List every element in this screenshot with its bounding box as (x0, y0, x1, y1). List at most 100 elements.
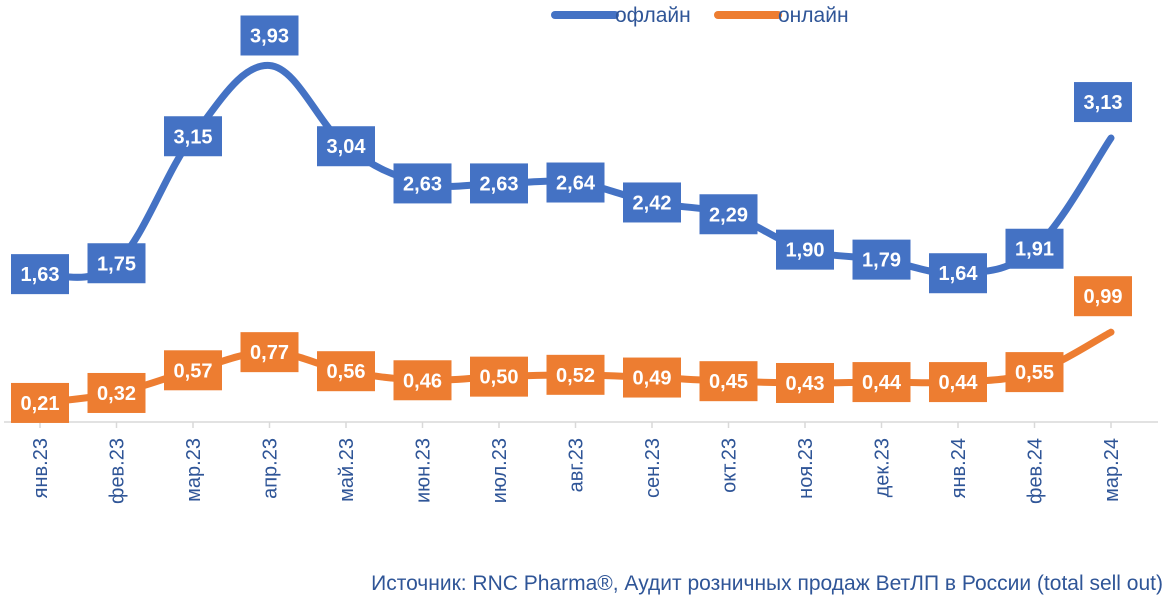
x-tick-label: окт.23 (719, 438, 741, 493)
data-label-box (776, 362, 834, 403)
data-labels: 1,63 1,75 3,15 3,93 3,04 2,63 2,63 2,64 2,42 2,29… (11, 15, 1132, 423)
data-label: 0,56 (317, 351, 375, 392)
data-label-box (164, 350, 222, 391)
data-label-box (852, 362, 911, 403)
data-label-text: 0,57 (174, 360, 213, 382)
data-label: 2,64 (546, 162, 605, 203)
data-label-box (546, 354, 605, 395)
data-label-text: 0,50 (480, 367, 519, 389)
data-label-box (1074, 276, 1132, 317)
data-label-box (11, 254, 69, 295)
data-label-text: 0,43 (786, 373, 825, 395)
data-label: 1,64 (929, 253, 987, 294)
x-tick-label: мар.23 (183, 438, 205, 502)
x-tick-label: фев.24 (1025, 438, 1047, 504)
data-label-text: 0,77 (250, 342, 289, 364)
data-label-text: 2,29 (709, 204, 748, 226)
x-tick-label: июл.23 (489, 438, 511, 503)
data-label: 1,90 (776, 229, 834, 270)
legend: офлайн онлайн (551, 4, 849, 27)
data-label: 0,57 (164, 350, 222, 391)
x-axis: янв.23 фев.23 мар.23 апр.23 май.23 июн.23 июл.… (4, 421, 1158, 504)
data-label-box (87, 243, 146, 284)
legend-label: онлайн (778, 4, 849, 27)
data-label-text: 1,91 (1015, 239, 1054, 261)
x-tick-label: июн.23 (413, 438, 435, 503)
data-label: 3,15 (164, 116, 222, 157)
data-label: 0,52 (546, 354, 605, 395)
data-label-box (240, 15, 299, 56)
x-tick-label: ноя.23 (795, 438, 817, 499)
data-label-text: 2,64 (556, 173, 596, 195)
data-label-box (317, 126, 375, 167)
data-label-text: 0,32 (97, 383, 136, 405)
data-label-box (164, 116, 222, 157)
data-label: 0,46 (393, 360, 452, 401)
data-label-box (317, 351, 375, 392)
data-label-text: 3,15 (174, 126, 213, 148)
data-label-box (699, 361, 758, 402)
data-label-text: 3,93 (250, 25, 289, 47)
data-label: 1,91 (1005, 228, 1064, 269)
legend-item-offline: офлайн (551, 4, 691, 27)
data-label: 3,93 (240, 15, 299, 56)
data-label-text: 0,56 (327, 361, 366, 383)
data-label-text: 0,52 (556, 365, 595, 387)
data-label: 1,79 (852, 239, 911, 280)
legend-item-online: онлайн (714, 4, 849, 27)
x-tick-label: мар.24 (1101, 438, 1123, 502)
data-label: 3,13 (1074, 82, 1132, 123)
x-tick-label: апр.23 (260, 438, 282, 499)
data-label-box (546, 162, 605, 203)
data-label-text: 0,55 (1015, 362, 1054, 384)
data-label-box (470, 163, 528, 204)
data-label: 1,63 (11, 254, 69, 295)
data-label: 2,63 (470, 163, 528, 204)
data-label-box (929, 253, 987, 294)
data-label-box (470, 356, 528, 397)
x-tick-label: дек.23 (872, 438, 894, 497)
data-label-text: 0,44 (862, 372, 902, 394)
legend-label: офлайн (615, 4, 691, 27)
data-label-box (699, 194, 758, 235)
data-label-text: 0,45 (709, 371, 748, 393)
data-label: 0,44 (929, 362, 987, 403)
data-label-box (776, 229, 834, 270)
data-label-text: 1,75 (97, 253, 136, 275)
data-label-box (1074, 82, 1132, 123)
data-label: 0,21 (11, 382, 69, 423)
x-tick-label: сен.23 (642, 438, 664, 498)
data-label-text: 3,04 (327, 136, 367, 158)
x-tick-label: май.23 (336, 438, 358, 502)
data-label: 0,55 (1005, 352, 1064, 393)
x-tick-label: авг.23 (566, 438, 588, 492)
data-label: 2,29 (699, 194, 758, 235)
data-label-text: 2,63 (480, 173, 519, 195)
source-note: Источник: RNC Pharma®, Аудит розничных п… (371, 572, 1163, 595)
x-tick-label: фев.23 (107, 438, 129, 504)
data-label: 0,77 (240, 332, 299, 373)
data-label-text: 0,21 (21, 393, 60, 415)
data-label-text: 2,42 (633, 192, 672, 214)
data-label-box (393, 360, 452, 401)
data-label: 0,32 (87, 372, 146, 413)
data-label-text: 1,90 (786, 240, 825, 262)
data-label-box (929, 362, 987, 403)
data-label: 3,04 (317, 126, 375, 167)
data-label-text: 1,79 (862, 250, 901, 272)
data-label-text: 0,44 (939, 372, 979, 394)
data-label-box (852, 239, 911, 280)
data-label: 2,63 (393, 163, 452, 204)
data-label-box (623, 357, 681, 398)
data-label-text: 3,13 (1084, 92, 1123, 114)
data-label-text: 0,99 (1084, 286, 1123, 308)
data-label-box (1005, 228, 1064, 269)
data-label: 2,42 (623, 182, 681, 223)
data-label-box (393, 163, 452, 204)
data-label-text: 1,63 (21, 264, 60, 286)
data-label: 0,44 (852, 362, 911, 403)
x-tick-label: янв.23 (30, 438, 52, 498)
data-label-box (87, 372, 146, 413)
data-label: 0,49 (623, 357, 681, 398)
data-label-text: 2,63 (403, 173, 442, 195)
